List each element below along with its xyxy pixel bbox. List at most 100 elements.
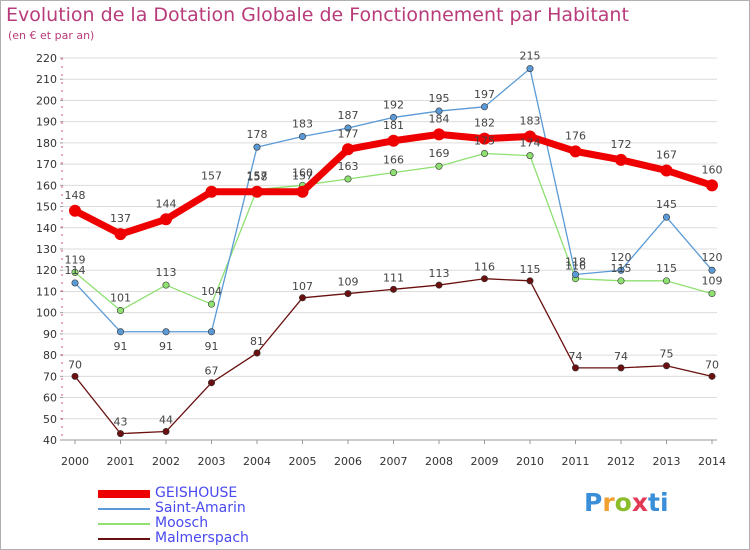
data-point-malmerspach bbox=[480, 275, 488, 283]
data-label-geishouse: 160 bbox=[702, 163, 723, 176]
y-tick-label: 90 bbox=[43, 328, 57, 341]
data-label-saint-amarin: 187 bbox=[338, 109, 359, 122]
data-label-malmerspach: 111 bbox=[383, 271, 404, 284]
data-point-geishouse bbox=[660, 164, 673, 177]
data-label-moosch: 115 bbox=[656, 262, 677, 275]
data-label-saint-amarin: 192 bbox=[383, 98, 404, 111]
data-label-malmerspach: 113 bbox=[429, 267, 450, 280]
x-tick-label: 2009 bbox=[471, 455, 499, 468]
y-tick-label: 50 bbox=[43, 413, 57, 426]
data-label-malmerspach: 116 bbox=[474, 261, 495, 274]
data-point-moosch bbox=[435, 162, 443, 170]
data-point-saint-amarin bbox=[480, 103, 488, 111]
data-point-moosch bbox=[480, 150, 488, 158]
data-point-saint-amarin bbox=[71, 279, 79, 287]
data-label-geishouse: 184 bbox=[429, 112, 450, 125]
data-label-malmerspach: 109 bbox=[338, 276, 359, 289]
data-point-moosch bbox=[526, 152, 534, 160]
data-label-moosch: 174 bbox=[520, 137, 541, 150]
data-point-moosch bbox=[662, 277, 670, 285]
data-point-saint-amarin bbox=[708, 266, 716, 274]
data-label-malmerspach: 44 bbox=[159, 414, 173, 427]
data-point-moosch bbox=[344, 175, 352, 183]
data-point-malmerspach bbox=[71, 372, 79, 380]
chart-title: Evolution de la Dotation Globale de Fonc… bbox=[6, 4, 629, 26]
data-point-geishouse bbox=[160, 213, 172, 226]
data-point-saint-amarin bbox=[617, 266, 625, 274]
data-point-saint-amarin bbox=[253, 143, 261, 151]
data-label-saint-amarin: 91 bbox=[205, 340, 219, 353]
data-label-malmerspach: 107 bbox=[292, 280, 313, 293]
y-tick-label: 150 bbox=[36, 201, 57, 214]
y-tick-label: 160 bbox=[36, 179, 57, 192]
x-tick-label: 2010 bbox=[516, 455, 544, 468]
data-label-saint-amarin: 114 bbox=[65, 264, 86, 277]
data-point-saint-amarin bbox=[117, 328, 125, 336]
legend-swatch-malmerspach bbox=[98, 538, 150, 540]
data-label-geishouse: 183 bbox=[520, 115, 541, 128]
data-point-malmerspach bbox=[435, 281, 443, 289]
data-label-geishouse: 157 bbox=[292, 170, 313, 183]
data-point-moosch bbox=[208, 300, 216, 308]
x-tick-label: 2001 bbox=[107, 455, 135, 468]
data-label-malmerspach: 70 bbox=[68, 358, 82, 371]
data-point-malmerspach bbox=[617, 364, 625, 372]
data-label-moosch: 109 bbox=[702, 275, 723, 288]
data-point-moosch bbox=[71, 268, 79, 276]
data-point-malmerspach bbox=[708, 372, 716, 380]
data-point-malmerspach bbox=[253, 349, 261, 357]
data-point-saint-amarin bbox=[389, 113, 397, 121]
y-tick-label: 60 bbox=[43, 392, 57, 405]
data-label-saint-amarin: 145 bbox=[656, 198, 677, 211]
data-point-geishouse bbox=[433, 128, 445, 141]
data-label-malmerspach: 74 bbox=[614, 350, 628, 363]
data-label-moosch: 175 bbox=[474, 135, 495, 148]
data-label-saint-amarin: 120 bbox=[611, 251, 632, 264]
data-label-moosch: 113 bbox=[156, 266, 177, 279]
data-label-saint-amarin: 91 bbox=[159, 340, 173, 353]
data-point-moosch bbox=[708, 290, 716, 298]
data-label-saint-amarin: 215 bbox=[520, 50, 541, 63]
legend-label-malmerspach: Malmerspach bbox=[155, 530, 249, 546]
chart-subtitle: (en € et par an) bbox=[8, 29, 95, 42]
legend-label-moosch: Moosch bbox=[155, 515, 209, 531]
y-tick-label: 220 bbox=[36, 52, 57, 65]
legend-swatch-saint-amarin bbox=[98, 508, 150, 510]
data-point-moosch bbox=[162, 281, 170, 289]
y-tick-label: 70 bbox=[43, 370, 57, 383]
data-point-geishouse bbox=[205, 185, 218, 198]
data-point-saint-amarin bbox=[435, 107, 443, 115]
x-tick-label: 2011 bbox=[562, 455, 590, 468]
data-point-malmerspach bbox=[526, 277, 534, 285]
data-label-moosch: 169 bbox=[429, 147, 450, 160]
data-point-geishouse bbox=[706, 179, 718, 192]
data-point-geishouse bbox=[524, 130, 536, 143]
x-tick-label: 2006 bbox=[334, 455, 362, 468]
legend-swatch-geishouse bbox=[98, 490, 150, 498]
y-tick-label: 40 bbox=[43, 434, 57, 447]
x-tick-label: 2005 bbox=[289, 455, 317, 468]
data-point-geishouse bbox=[478, 132, 491, 145]
data-label-moosch: 160 bbox=[292, 166, 313, 179]
data-point-saint-amarin bbox=[208, 328, 216, 336]
data-label-moosch: 115 bbox=[611, 262, 632, 275]
data-point-malmerspach bbox=[208, 379, 216, 387]
data-point-geishouse bbox=[615, 153, 627, 166]
data-label-malmerspach: 43 bbox=[114, 416, 128, 429]
legend-swatch-moosch bbox=[98, 523, 150, 525]
data-point-saint-amarin bbox=[571, 270, 579, 278]
data-point-geishouse bbox=[69, 204, 81, 217]
data-point-malmerspach bbox=[162, 428, 170, 436]
y-tick-label: 140 bbox=[36, 222, 57, 235]
data-point-moosch bbox=[617, 277, 625, 285]
data-label-geishouse: 144 bbox=[156, 197, 177, 210]
data-label-moosch: 101 bbox=[110, 292, 131, 305]
data-label-moosch: 116 bbox=[565, 260, 586, 273]
y-tick-label: 190 bbox=[36, 116, 57, 129]
data-point-geishouse bbox=[296, 185, 309, 198]
data-point-malmerspach bbox=[344, 290, 352, 298]
data-label-moosch: 119 bbox=[65, 253, 86, 266]
data-label-malmerspach: 115 bbox=[520, 263, 541, 276]
data-point-moosch bbox=[117, 307, 125, 315]
data-label-geishouse: 181 bbox=[383, 119, 404, 132]
